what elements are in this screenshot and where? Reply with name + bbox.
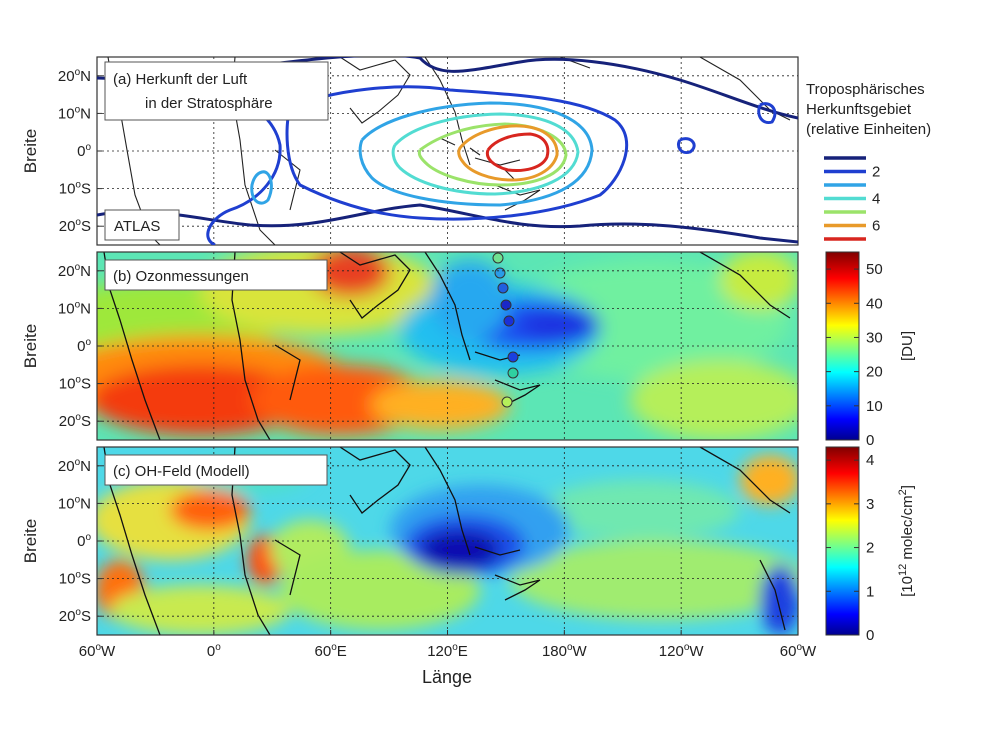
colorbar-tick-label: 2 (866, 540, 874, 557)
legend-label-2: 2 (872, 164, 880, 181)
x-axis: 60oW 0o 60oE 120oE 180oW 120oW 60oW (79, 630, 817, 660)
panel-c-heatmap (97, 455, 798, 635)
panel-a-label-line1: (a) Herkunft der Luft (113, 71, 248, 88)
panel-b-label: (b) Ozonmessungen (113, 268, 249, 285)
atlas-label: ATLAS (114, 218, 160, 235)
y-tick-label: 20oN (58, 67, 91, 85)
contour-level-2 (206, 85, 777, 245)
contour-legend: Troposphärisches Herkunftsgebiet (relati… (806, 81, 931, 241)
colorbar-b-label: [DU] (899, 331, 916, 361)
colorbar-tick-label: 40 (866, 295, 883, 312)
panel-c-label: (c) OH-Feld (Modell) (113, 463, 250, 480)
colorbar-tick-label: 10 (866, 398, 883, 415)
colorbar-tick-label: 0 (866, 432, 874, 449)
y-tick-label: 10oS (59, 375, 91, 393)
contour-level-6 (457, 124, 559, 182)
x-tick-label: 60oE (315, 642, 347, 660)
x-tick-label: 60oW (79, 642, 116, 660)
colorbar-tick-label: 20 (866, 364, 883, 381)
y-tick-label: 20oS (59, 217, 91, 235)
legend-title-line2: Herkunftsgebiet (806, 101, 912, 118)
contour-level-4 (391, 112, 580, 196)
x-tick-label: 0o (207, 642, 221, 660)
y-tick-label: 0o (77, 337, 91, 355)
colorbar-tick-label: 4 (866, 452, 874, 469)
y-tick-label: 10oN (58, 299, 91, 317)
legend-title-line1: Troposphärisches (806, 81, 925, 98)
y-tick-label: 20oS (59, 607, 91, 625)
contour-level-7 (485, 132, 550, 172)
colorbar-tick-label: 3 (866, 496, 874, 513)
colorbar-tick-label: 30 (866, 329, 883, 346)
y-axis-label: Breite (21, 324, 40, 368)
legend-title-line3: (relative Einheiten) (806, 121, 931, 138)
colorbar-c-label: [1012 molec/cm2] (897, 485, 916, 597)
y-tick-label: 0o (77, 532, 91, 550)
panel-a-label-line2: in der Stratosphäre (145, 95, 273, 112)
flight-track (492, 252, 519, 408)
x-tick-label: 120oE (427, 642, 468, 660)
colorbar-tick-label: 0 (866, 627, 874, 644)
colorbar-tick-label: 1 (866, 583, 874, 600)
colorbar-b: 0 10 20 30 40 50 [DU] (825, 251, 916, 449)
y-tick-label: 0o (77, 142, 91, 160)
x-axis-label: Länge (422, 667, 472, 687)
y-tick-label: 10oN (58, 104, 91, 122)
colorbar-c: 0 1 2 3 4 [1012 molec/cm2] (825, 446, 916, 644)
colorbar-tick-label: 50 (866, 261, 883, 278)
legend-label-6: 6 (872, 218, 880, 235)
y-tick-label: 10oS (59, 180, 91, 198)
x-tick-label: 180oW (542, 642, 588, 660)
x-tick-label: 60oW (780, 642, 817, 660)
x-tick-label: 120oW (659, 642, 705, 660)
panel-b: (b) Ozonmessungen (96, 251, 799, 441)
y-tick-label: 10oN (58, 494, 91, 512)
contour-level-3 (250, 101, 594, 207)
y-tick-label: 20oN (58, 457, 91, 475)
y-axis-label: Breite (21, 519, 40, 563)
panel-c-label-box: (c) OH-Feld (Modell) (104, 454, 328, 486)
y-axes: 20oN 10oN 0o 10oS 20oS Breite 20oN 10oN 0o 10oS 20… (21, 67, 102, 625)
panel-a-label-box: (a) Herkunft der Luft in der Stratosphär… (104, 61, 329, 121)
panel-b-label-box: (b) Ozonmessungen (104, 259, 328, 291)
y-tick-label: 20oN (58, 262, 91, 280)
atlas-box: ATLAS (104, 209, 180, 241)
y-tick-label: 20oS (59, 412, 91, 430)
legend-label-4: 4 (872, 191, 880, 208)
y-axis-label: Breite (21, 129, 40, 173)
panel-c: (c) OH-Feld (Modell) (96, 446, 799, 636)
y-tick-label: 10oS (59, 570, 91, 588)
panel-a: (a) Herkunft der Luft in der Stratosphär… (96, 56, 799, 246)
contour-level-5 (417, 122, 568, 187)
